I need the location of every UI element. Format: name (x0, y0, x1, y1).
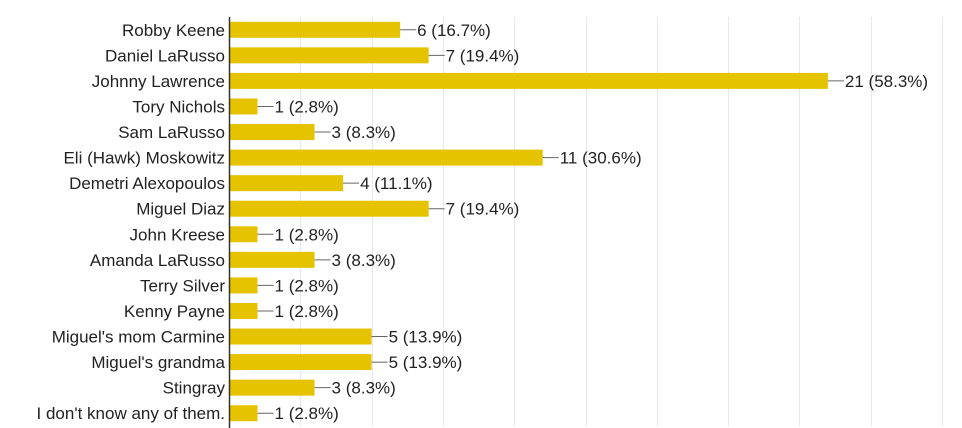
bar (229, 251, 315, 268)
value-label: 5 (13.9%) (389, 353, 463, 372)
category-label: Sam LaRusso (118, 123, 225, 142)
value-label: 7 (19.4%) (446, 200, 520, 219)
category-label: Miguel's grandma (91, 353, 225, 372)
value-label: 1 (2.8%) (275, 225, 339, 244)
value-label: 1 (2.8%) (275, 404, 339, 423)
value-label: 3 (8.3%) (332, 251, 396, 270)
value-label: 7 (19.4%) (446, 46, 520, 65)
category-labels: Robby Keene Daniel LaRusso Johnny Lawrence… (37, 21, 226, 423)
bar (229, 21, 401, 38)
category-label: Terry Silver (140, 276, 225, 295)
category-label: Tory Nichols (132, 97, 225, 116)
category-label: Kenny Payne (124, 302, 225, 321)
bar (229, 302, 258, 319)
bar (229, 149, 543, 166)
value-label: 4 (11.1%) (360, 174, 432, 193)
bar (229, 405, 258, 422)
value-label: 1 (2.8%) (275, 302, 339, 321)
bar (229, 379, 315, 396)
value-label: 3 (8.3%) (332, 379, 396, 398)
bar (229, 354, 372, 371)
category-label: I don't know any of them. (37, 404, 225, 423)
value-label: 1 (2.8%) (275, 276, 339, 295)
bar (229, 175, 344, 192)
category-label: Robby Keene (122, 21, 225, 40)
category-label: Stingray (163, 379, 226, 398)
bar (229, 328, 372, 345)
bar (229, 200, 429, 217)
value-labels: 6 (16.7%) 7 (19.4%) 21 (58.3%) 1 (2.8%) 3 (8… (275, 21, 929, 423)
value-label: 3 (8.3%) (332, 123, 396, 142)
category-label: Johnny Lawrence (92, 72, 225, 91)
category-label: Eli (Hawk) Moskowitz (63, 149, 225, 168)
category-label: John Kreese (130, 225, 225, 244)
bar (229, 124, 315, 141)
category-label: Daniel LaRusso (105, 46, 225, 65)
bar (229, 226, 258, 243)
value-label: 5 (13.9%) (389, 328, 463, 347)
bars (229, 21, 828, 422)
bar (229, 72, 828, 89)
category-label: Miguel's mom Carmine (52, 328, 225, 347)
category-label: Demetri Alexopoulos (69, 174, 225, 193)
value-label: 1 (2.8%) (275, 97, 339, 116)
bar (229, 98, 258, 115)
bar (229, 277, 258, 294)
category-label: Amanda LaRusso (90, 251, 225, 270)
value-connectors (257, 29, 844, 414)
value-label: 11 (30.6%) (560, 149, 642, 168)
value-label: 21 (58.3%) (845, 72, 928, 91)
category-label: Miguel Diaz (136, 200, 225, 219)
value-label: 6 (16.7%) (417, 21, 491, 40)
bar (229, 47, 429, 64)
